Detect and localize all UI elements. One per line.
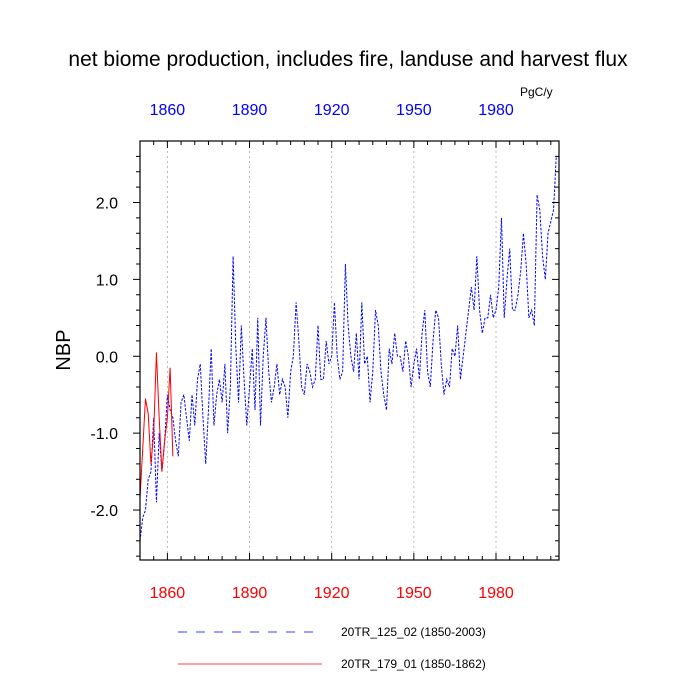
units-label: PgC/y: [520, 85, 553, 99]
x-tick-label-top: 1860: [150, 102, 186, 119]
tick-labels: 1860 1860 1890 1890 1920 1920 1950 1950 1980 1980…: [90, 102, 513, 602]
series-line-a: [139, 156, 557, 541]
x-tick-label-bottom: 1860: [150, 585, 186, 602]
y-tick-label: 1.0: [96, 272, 118, 289]
axis-ticks: [133, 141, 559, 560]
y-tick-label: -1.0: [90, 426, 118, 443]
x-tick-label-top: 1980: [478, 102, 514, 119]
y-tick-label: -2.0: [90, 503, 118, 520]
y-axis-label: NBP: [53, 329, 75, 370]
legend-label-series-a: 20TR_125_02 (1850-2003): [341, 625, 486, 639]
chart-title: net biome production, includes fire, lan…: [68, 48, 628, 71]
y-tick-label: 0.0: [96, 349, 118, 366]
x-tick-label-bottom: 1890: [232, 585, 268, 602]
series-line-b: [139, 352, 174, 499]
x-tick-label-top: 1920: [314, 102, 350, 119]
x-tick-label-bottom: 1950: [396, 585, 432, 602]
x-tick-label-top: 1950: [396, 102, 432, 119]
x-tick-label-bottom: 1920: [314, 585, 350, 602]
plot-frame: [139, 140, 560, 561]
x-tick-label-top: 1890: [232, 102, 268, 119]
grid-lines: [166, 141, 497, 560]
y-tick-label: 2.0: [96, 196, 118, 213]
legend-label-series-b: 20TR_179_01 (1850-1862): [341, 657, 486, 671]
x-tick-label-bottom: 1980: [478, 585, 514, 602]
series-lines: [139, 156, 557, 541]
legend: 20TR_125_02 (1850-2003) 20TR_179_01 (185…: [178, 625, 486, 671]
